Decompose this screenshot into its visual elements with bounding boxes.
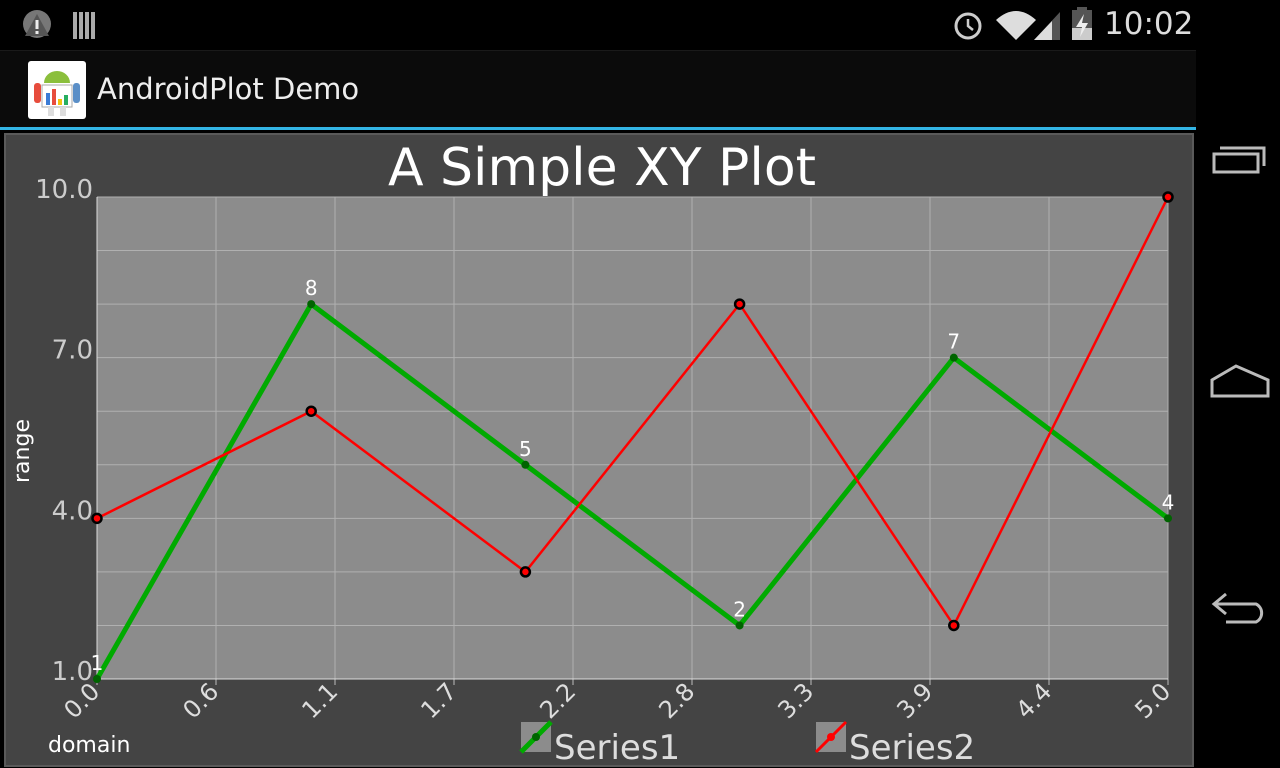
series2-point xyxy=(519,566,532,578)
app-title: AndroidPlot Demo xyxy=(97,72,360,106)
y-tick-label: 4.0 xyxy=(52,496,93,526)
wifi-icon xyxy=(996,11,1036,40)
series1-point-label: 2 xyxy=(733,597,746,621)
series1-point xyxy=(735,621,744,630)
androidplot-app-icon[interactable] xyxy=(28,61,86,119)
series1-point xyxy=(1164,514,1172,523)
signal-icon xyxy=(1034,12,1060,40)
series2-point xyxy=(1162,191,1174,203)
y-tick-label: 7.0 xyxy=(52,336,93,366)
series2-point xyxy=(733,298,746,310)
series1-point-label: 4 xyxy=(1162,490,1175,514)
x-tick-label: 0.6 xyxy=(177,677,224,724)
series-line-series2 xyxy=(96,196,1170,628)
series1-point-label: 8 xyxy=(305,276,318,300)
series1-point-label: 5 xyxy=(519,437,532,461)
plot-panel: 0.0 0.6 1.1 1.7 2.2 2.8 3.3 3.9 4.4 5.0 10.0 7.0 4.0… xyxy=(4,133,1194,767)
x-tick-label: 4.4 xyxy=(1010,677,1057,724)
series1-point xyxy=(307,300,316,309)
xy-plot: 0.0 0.6 1.1 1.7 2.2 2.8 3.3 3.9 4.4 5.010.07.04.0… xyxy=(10,138,1176,765)
legend-marker-series2 xyxy=(827,733,835,741)
status-icons xyxy=(23,7,1092,40)
x-tick-label: 1.1 xyxy=(296,677,343,724)
x-tick-label: 3.9 xyxy=(891,677,938,724)
series1-point-label: 1 xyxy=(91,651,104,675)
chart-title: A Simple XY Plot xyxy=(388,138,816,198)
series2-point xyxy=(91,512,103,525)
home-icon[interactable] xyxy=(1210,364,1270,398)
x-tick-label: 2.8 xyxy=(653,677,700,724)
barcode-icon xyxy=(73,12,95,39)
x-tick-label: 3.3 xyxy=(772,677,819,724)
series2-point xyxy=(948,619,960,632)
battery-charging-icon xyxy=(1072,7,1092,40)
back-icon[interactable] xyxy=(1211,592,1264,624)
series1-point xyxy=(949,353,958,362)
x-tick-label: 2.2 xyxy=(534,677,581,724)
recent-apps-icon[interactable] xyxy=(1212,146,1266,174)
series1-point xyxy=(93,675,101,683)
clock: 10:02 xyxy=(1104,6,1194,42)
alarm-icon xyxy=(954,12,982,40)
y-tick-label: 10.0 xyxy=(35,175,93,205)
legend-label-series2: Series2 xyxy=(849,728,975,765)
action-bar-divider xyxy=(0,127,1196,130)
action-bar xyxy=(0,50,1196,128)
x-tick-label: 1.7 xyxy=(415,677,462,724)
series-line-series1 xyxy=(94,300,1170,681)
status-bar: 10:02 xyxy=(0,0,1196,50)
navigation-bar xyxy=(1196,0,1280,768)
y-axis-label: range xyxy=(10,419,35,483)
series1-point xyxy=(521,460,530,469)
legend-marker-series1 xyxy=(532,733,540,741)
series1-point-label: 7 xyxy=(947,330,960,354)
legend-label-series1: Series1 xyxy=(554,728,680,765)
x-axis-label: domain xyxy=(48,733,130,758)
series2-point xyxy=(305,405,317,417)
x-tick-label: 5.0 xyxy=(1129,677,1176,724)
y-tick-label: 1.0 xyxy=(52,657,93,687)
warning-icon xyxy=(23,10,51,38)
